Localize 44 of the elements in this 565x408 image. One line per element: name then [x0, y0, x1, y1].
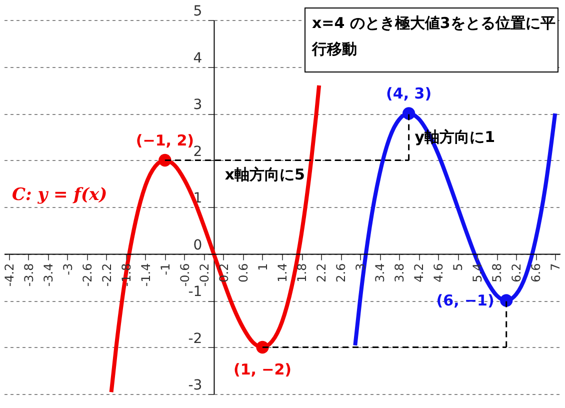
- x-tick-label: 4.6: [432, 263, 446, 282]
- x-tick-label: 6.6: [529, 263, 544, 282]
- x-tick-label: -0.2: [197, 263, 212, 287]
- x-tick-label: 5.4: [470, 263, 485, 282]
- x-tick-label: 5: [451, 263, 466, 271]
- x-tick-label: -1.4: [138, 263, 153, 287]
- x-tick-label: 6.2: [510, 263, 524, 282]
- annotation: C: y = f(x): [12, 185, 108, 205]
- y-tick-label: 0: [193, 237, 202, 254]
- x-tick-label: -3: [60, 263, 75, 276]
- x-tick-label: 3.4: [373, 263, 388, 282]
- x-tick-label: -1.8: [119, 263, 134, 287]
- x-tick-label: 4.2: [412, 263, 426, 282]
- annotation: (4, 3): [386, 84, 432, 102]
- x-tick-label: 2.2: [314, 263, 329, 282]
- x-tick-label: 5.8: [490, 263, 504, 282]
- x-tick-label: -0.6: [178, 263, 192, 287]
- x-tick-label: -3.8: [22, 263, 36, 287]
- annotation: x=4 のとき極大値3をとる位置に平行移動: [311, 14, 556, 58]
- x-tick-label: 1.8: [295, 263, 310, 282]
- x-tick-label: 1.4: [276, 263, 290, 282]
- annotation: (1, −2): [233, 360, 292, 378]
- x-tick-label: -2.6: [80, 263, 94, 287]
- x-tick-label: 0.6: [236, 263, 250, 282]
- y-tick-label: 5: [193, 4, 202, 20]
- y-tick-label: 3: [193, 97, 202, 113]
- y-tick-label: 2: [193, 144, 202, 160]
- y-tick-label: -1: [188, 284, 202, 300]
- y-tick-label: 4: [193, 50, 202, 66]
- x-tick-label: 0.2: [216, 263, 231, 282]
- y-tick-label: -3: [188, 378, 202, 394]
- x-tick-label: -2.2: [100, 263, 114, 287]
- x-tick-label: 3: [354, 263, 368, 271]
- annotation: x軸方向に5: [224, 165, 305, 184]
- x-tick-label: -3.4: [41, 263, 56, 287]
- annotation: (−1, 2): [136, 131, 194, 150]
- x-tick-label: 3.8: [392, 263, 407, 282]
- x-tick-label: -4.2: [2, 263, 16, 287]
- annotation: (6, −1): [436, 292, 494, 310]
- x-tick-label: 1: [256, 263, 270, 271]
- x-tick-label: 2.6: [334, 263, 348, 282]
- y-tick-label: -2: [188, 330, 202, 347]
- x-tick-label: 7: [548, 263, 563, 271]
- x-tick-label: -1: [158, 263, 172, 276]
